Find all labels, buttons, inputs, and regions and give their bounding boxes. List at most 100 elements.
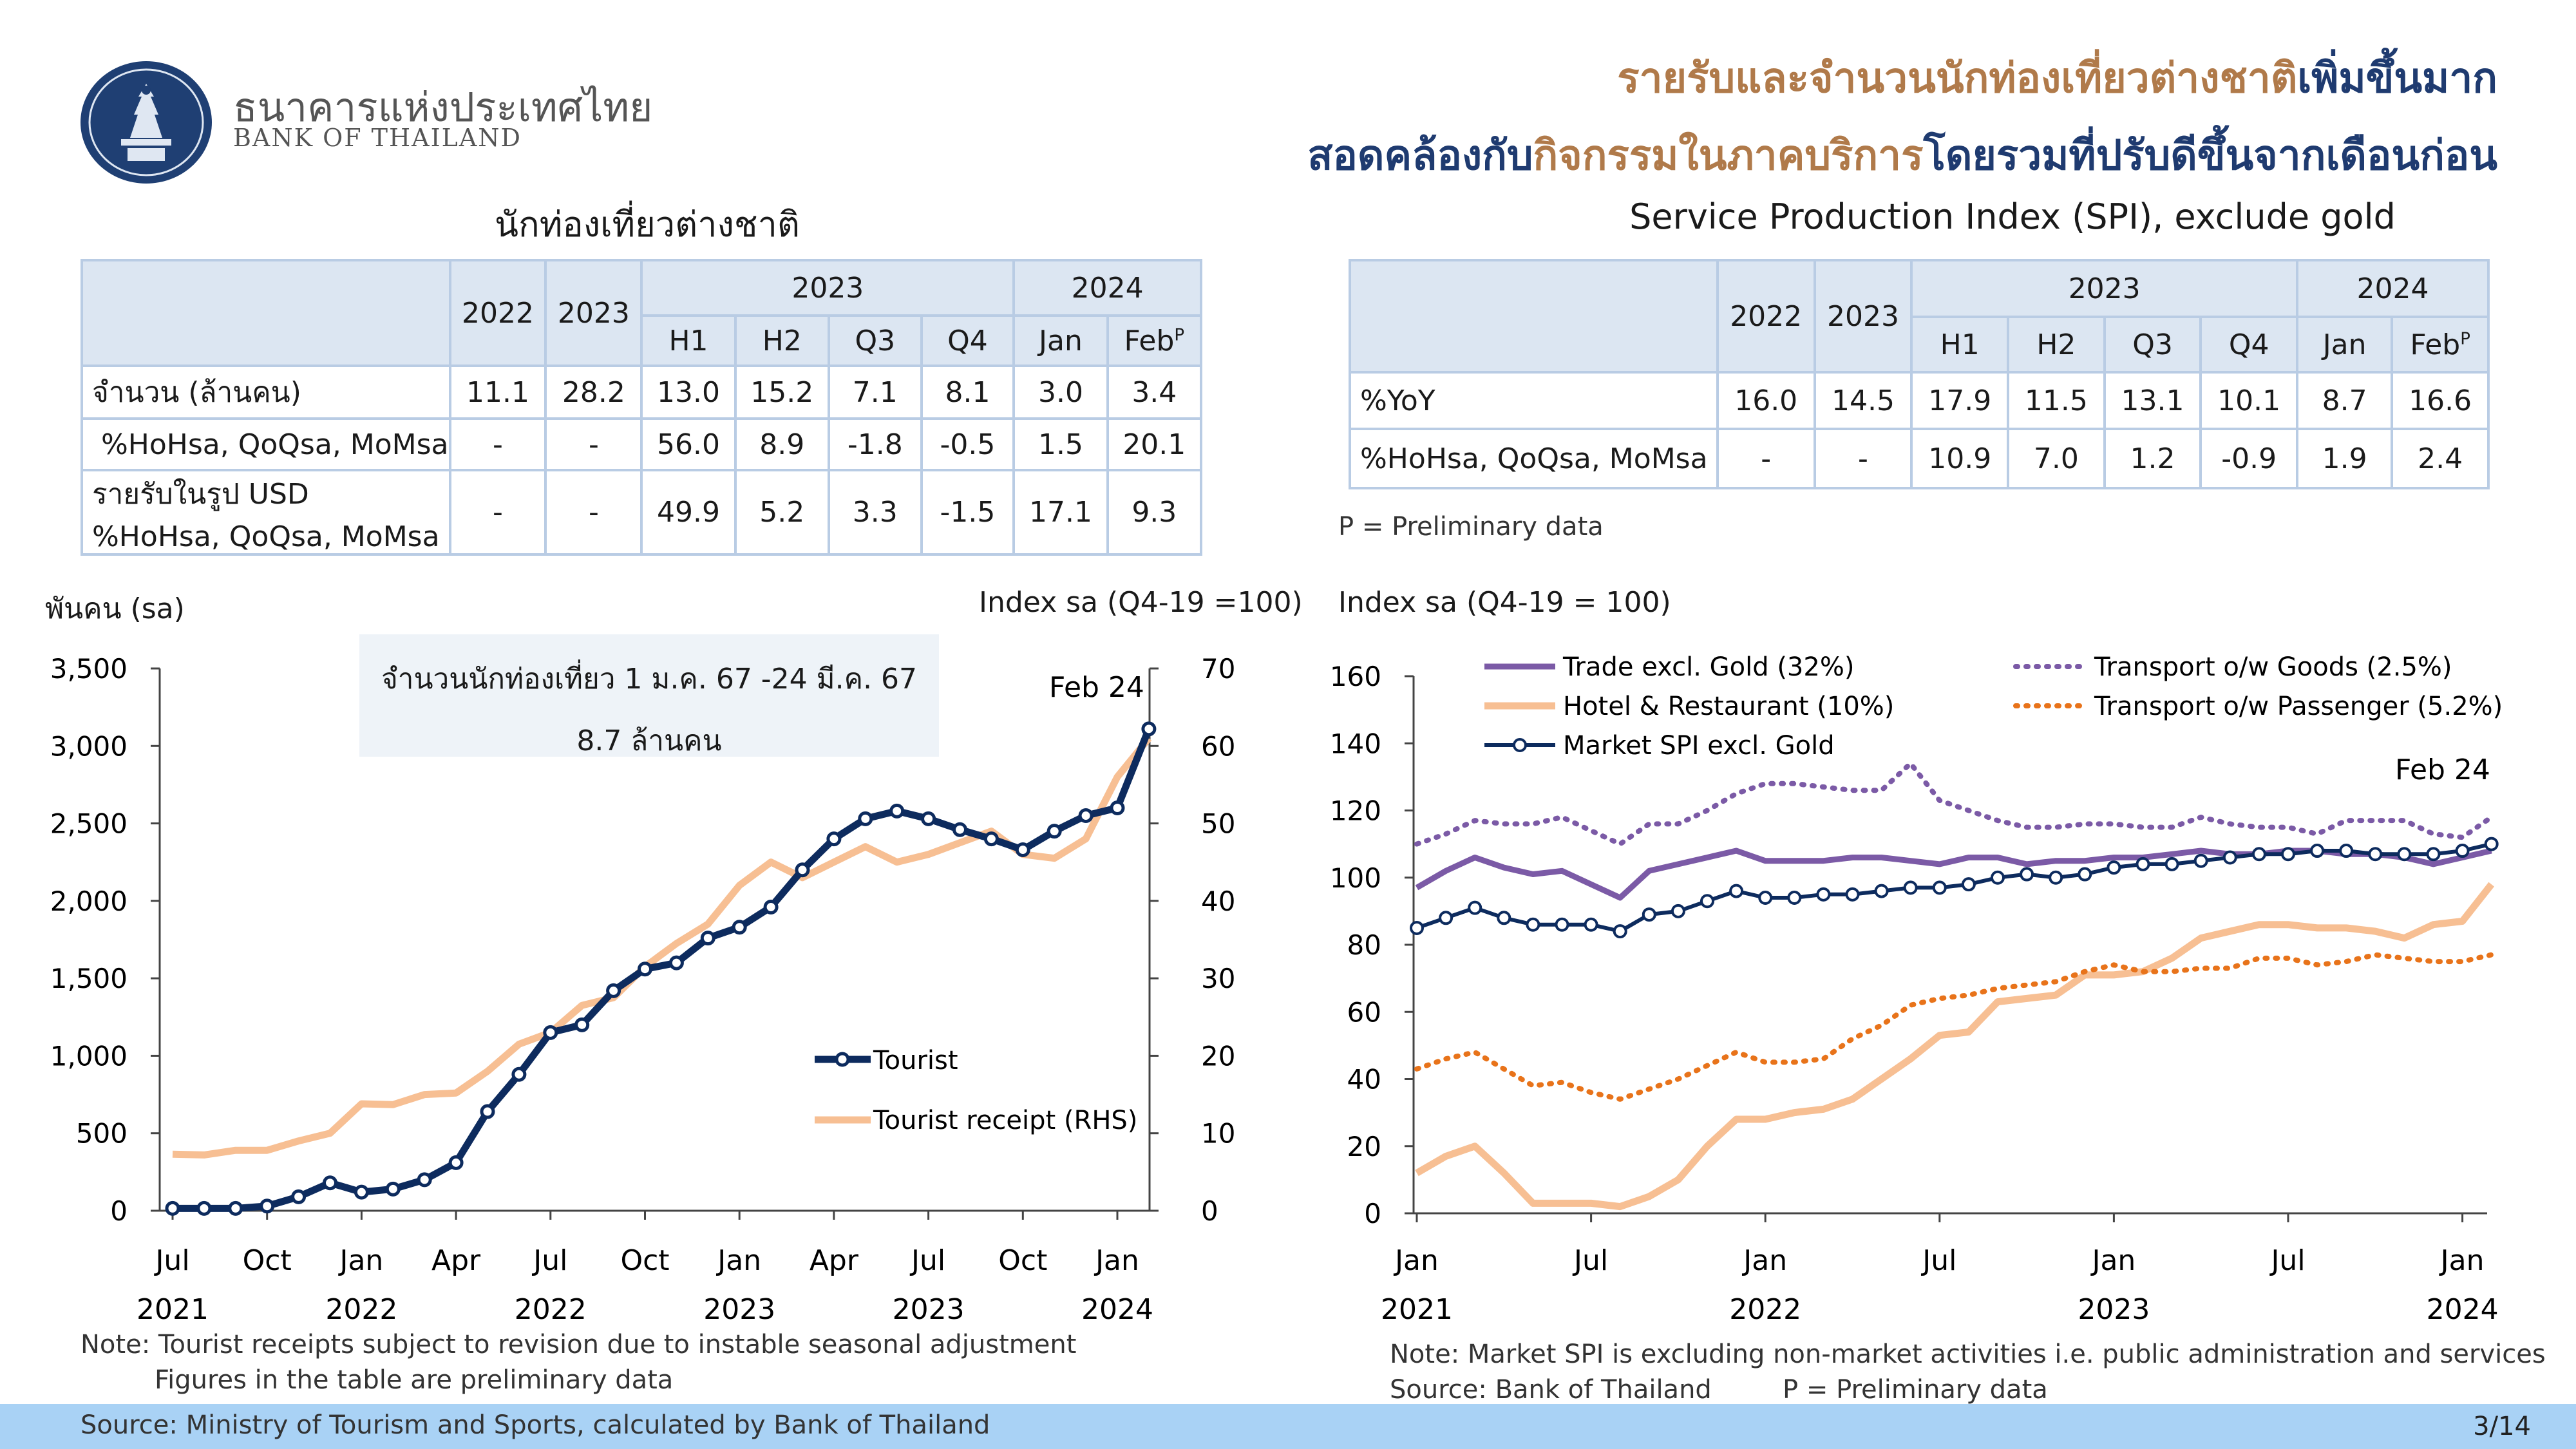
market-spi-point [1903,880,1918,895]
tourist-table: 2022 2023 2023 2024 H1 H2 Q3 Q4 Jan FebP… [80,259,1203,556]
row-label: รายรับในรูป USD %HoHsa, QoQsa, MoMsa [80,469,451,556]
y-tick-label: 3,000 [50,730,128,762]
x-tick-label: Jan [2090,1244,2136,1277]
tourist-point [826,831,842,847]
series-line-transport-passenger [1414,952,2494,1102]
col-group-2023: 2023 [640,259,1016,317]
tourist-point [732,920,747,935]
series-line-tourist-receipt [172,735,1152,1159]
legend-label-transport-passenger: Transport o/w Passenger (5.2%) [2094,692,2503,721]
legend-marker-market-spi [1513,738,1527,752]
spi-table-title: Service Production Index (SPI), exclude … [1629,196,2396,237]
tourist-chart: 0 500 1,000 1,500 2,000 2,500 3,000 3,500 0 10 20 3… [50,653,1236,1326]
market-spi-point [1468,900,1482,915]
market-spi-point [1555,917,1569,932]
market-spi-point [1700,894,1714,909]
y-tick-label: 1,000 [50,1040,128,1072]
market-spi-point [1845,887,1860,902]
table-cell: - [544,417,643,471]
feb-24-annotation: Feb 24 [2395,753,2490,786]
col-jan: Jan [2295,316,2394,374]
tourist-point [196,1200,212,1216]
x-year-label: 2023 [893,1293,965,1326]
headline-2-part-c: โดยรวมที่ปรับดีขึ้นจากเดือนก่อน [1923,132,2497,180]
x-tick-label: Jan [1393,1244,1439,1277]
bank-name-thai: ธนาคารแห่งประเทศไทย [233,84,653,131]
table-cell: - [1813,428,1913,489]
market-spi-point [1932,880,1947,895]
right-note-1: Note: Market SPI is excluding non-market… [1390,1340,2546,1369]
table-cell: 1.9 [2295,428,2394,489]
table-cell: - [448,469,547,556]
table-cell: 1.5 [1012,417,1109,471]
table-row: %YoY 16.0 14.5 17.9 11.5 13.1 10.1 8.7 1… [1349,371,2490,430]
tourist-point [952,822,967,837]
col-q4: Q4 [2199,316,2298,374]
market-spi-point [2107,860,2121,875]
market-spi-point [1758,891,1773,905]
y-right-tick-label: 50 [1201,808,1235,840]
y-tick-label: 60 [1347,996,1381,1028]
market-spi-point [1787,891,1802,905]
x-year-label: 2023 [2078,1293,2150,1326]
table-cell: 49.9 [640,469,737,556]
table-cell: 3.3 [827,469,923,556]
market-spi-point [1671,904,1685,918]
col-h2: H2 [734,314,830,367]
tourist-point [448,1155,464,1170]
table-cell: 1.2 [2103,428,2202,489]
col-h1: H1 [1910,316,2010,374]
feb-24-annotation: Feb 24 [1049,671,1144,704]
preliminary-mark: P [2460,328,2470,348]
table-cell: 9.3 [1106,469,1203,556]
y-tick-label: 500 [76,1118,128,1150]
tourist-count-callout: จำนวนนักท่องเที่ยว 1 ม.ค. 67 -24 มี.ค. 6… [359,634,939,757]
table-cell: 17.1 [1012,469,1109,556]
x-tick-label: Jan [1741,1244,1787,1277]
headline-line-2: สอดคล้องกับกิจกรรมในภาคบริการโดยรวมที่ปร… [1307,122,2497,188]
y-tick-label: 20 [1347,1131,1381,1162]
series-line-transport-goods [1414,761,2494,847]
table-cell: 20.1 [1106,417,1203,471]
market-spi-point [1874,884,1889,898]
y-tick-label: 0 [1364,1198,1381,1229]
page-number: 3/14 [2473,1412,2531,1441]
x-year-label: 2022 [1729,1293,1801,1326]
x-year-label: 2021 [1381,1293,1453,1326]
x-tick-label: Apr [810,1244,859,1277]
tourist-point [795,862,810,878]
market-spi-point [2136,857,2150,871]
tourist-point [574,1017,590,1032]
callout-line-2: 8.7 ล้านคน [576,724,722,757]
col-2023: 2023 [544,259,643,367]
tourist-point [1110,800,1125,816]
market-spi-point [2222,850,2237,865]
x-tick-label: Jul [531,1244,567,1277]
callout-line-1: จำนวนนักท่องเที่ยว 1 ม.ค. 67 -24 มี.ค. 6… [381,663,918,696]
legend-label-trade: Trade excl. Gold (32%) [1562,652,1854,682]
market-spi-point [2281,847,2295,862]
x-tick-label: Jul [1572,1244,1608,1277]
table-cell: - [448,417,547,471]
series-line-trade [1415,848,2492,901]
y-tick-label: 0 [110,1195,128,1227]
tourist-point [668,955,684,971]
headline-1-part-a: รายรับและจำนวนนักท่องเที่ยวต่างชาติ [1617,55,2298,102]
x-tick-label: Jul [1920,1244,1956,1277]
x-tick-label: Jan [715,1244,761,1277]
x-year-label: 2024 [1081,1293,1153,1326]
market-spi-point [1642,907,1656,922]
col-group-2024: 2024 [1012,259,1202,317]
tourist-point [638,961,652,977]
col-h1: H1 [640,314,737,367]
tourist-point [228,1200,243,1216]
series-line-hotel-restaurant [1415,882,2495,1211]
table-cell: - [544,469,643,556]
market-spi-point [1729,884,1744,898]
x-tick-label: Apr [431,1244,481,1277]
tourist-point [354,1184,369,1200]
market-spi-point [2193,853,2208,868]
headline-line-1: รายรับและจำนวนนักท่องเที่ยวต่างชาติเพิ่ม… [1617,45,2497,111]
x-year-label: 2021 [137,1293,209,1326]
x-year-label: 2023 [703,1293,775,1326]
